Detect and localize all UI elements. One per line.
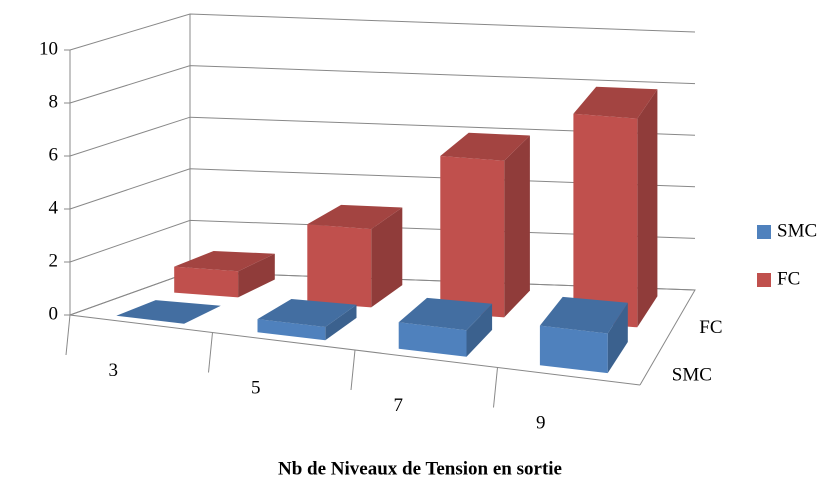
bar-side [371, 207, 403, 308]
legend-label: SMC [777, 220, 817, 241]
legend-swatch [757, 273, 771, 287]
bar [398, 297, 493, 357]
bar-front [573, 113, 638, 328]
bar-side [504, 135, 530, 318]
bar [539, 296, 628, 374]
tick-mark [350, 349, 356, 391]
bar-front [539, 325, 608, 374]
bar-front [398, 322, 467, 357]
tick-mark [208, 332, 213, 373]
y-tick-label: 4 [49, 197, 59, 218]
bar-side [466, 303, 493, 357]
bar [174, 251, 275, 298]
bar-side [607, 302, 628, 374]
legend-label: FC [777, 268, 800, 289]
bar-side [238, 253, 275, 298]
legend-swatch [757, 225, 771, 239]
tick-mark [65, 314, 71, 356]
bar-top [116, 300, 221, 324]
bar [257, 299, 357, 341]
bar-front [307, 224, 372, 308]
y-tick-label: 0 [49, 303, 59, 324]
bar [440, 132, 530, 318]
x-tick-label: 3 [109, 360, 119, 381]
grid-line [69, 65, 696, 104]
bar-top [307, 204, 403, 230]
x-axis-label: Nb de Niveaux de Tension en sortie [278, 458, 562, 479]
x-tick-label: 5 [251, 378, 261, 399]
bar [573, 86, 658, 328]
grid-line [69, 116, 696, 157]
bar-top [539, 296, 628, 334]
y-tick-label: 2 [49, 250, 59, 271]
y-tick-label: 6 [49, 144, 59, 165]
y-tick-label: 8 [49, 91, 59, 112]
bar-top [174, 251, 275, 272]
tick-mark [493, 367, 498, 408]
bar-side [637, 89, 658, 328]
x-tick-label: 9 [536, 413, 546, 434]
bar [116, 300, 221, 324]
bar [307, 204, 403, 308]
bar-front [257, 319, 326, 341]
bar-top [257, 299, 357, 327]
depth-label: SMC [672, 365, 712, 386]
bar-front [440, 156, 505, 318]
depth-label: FC [699, 317, 722, 338]
bar-top [398, 297, 493, 331]
bar-top [440, 132, 530, 161]
grid-line [69, 13, 696, 51]
y-tick-label: 10 [39, 38, 58, 59]
bar-front [174, 266, 239, 298]
x-tick-label: 7 [394, 395, 404, 416]
bar-side [325, 304, 357, 341]
bar-top [573, 86, 658, 119]
